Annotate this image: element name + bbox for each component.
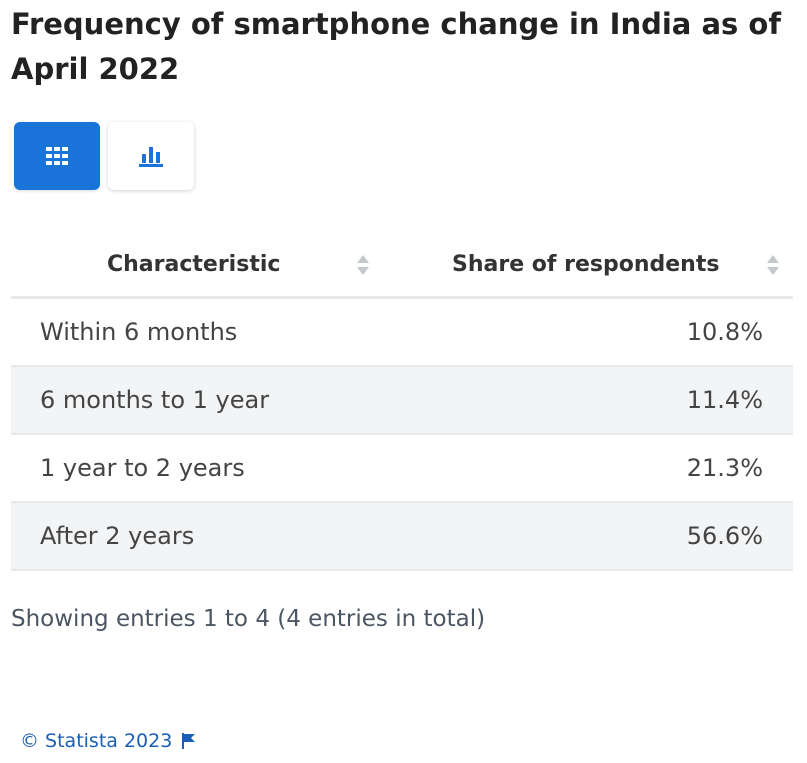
column-header-share[interactable]: Share of respondents <box>452 251 720 277</box>
entries-info: Showing entries 1 to 4 (4 entries in tot… <box>11 606 486 632</box>
flag-icon[interactable] <box>182 733 196 749</box>
row-label: 6 months to 1 year <box>40 386 270 414</box>
chart-view-button[interactable] <box>108 122 194 190</box>
data-table: Characteristic Share of respondents With… <box>11 232 793 571</box>
table-row: 6 months to 1 year 11.4% <box>11 367 793 435</box>
page-title: Frequency of smartphone change in India … <box>11 7 781 86</box>
table-row: After 2 years 56.6% <box>11 503 793 571</box>
row-value: 21.3% <box>686 454 763 482</box>
bar-chart-icon <box>139 147 163 167</box>
row-label: 1 year to 2 years <box>40 454 245 482</box>
table-view-button[interactable] <box>14 122 100 190</box>
row-value: 11.4% <box>686 386 763 414</box>
table-row: 1 year to 2 years 21.3% <box>11 435 793 503</box>
credit-text: © Statista 2023 <box>20 730 173 752</box>
row-value: 10.8% <box>686 318 763 346</box>
sort-icon[interactable] <box>355 253 371 277</box>
row-label: After 2 years <box>40 522 195 550</box>
table-grid-icon <box>46 147 68 165</box>
view-toggle <box>14 122 194 190</box>
table-row: Within 6 months 10.8% <box>11 299 793 367</box>
sort-icon[interactable] <box>765 253 781 277</box>
row-value: 56.6% <box>686 522 763 550</box>
statista-credit-link[interactable]: © Statista 2023 <box>20 730 196 752</box>
row-label: Within 6 months <box>40 318 238 346</box>
table-header: Characteristic Share of respondents <box>11 232 793 299</box>
column-header-characteristic[interactable]: Characteristic <box>107 251 281 277</box>
